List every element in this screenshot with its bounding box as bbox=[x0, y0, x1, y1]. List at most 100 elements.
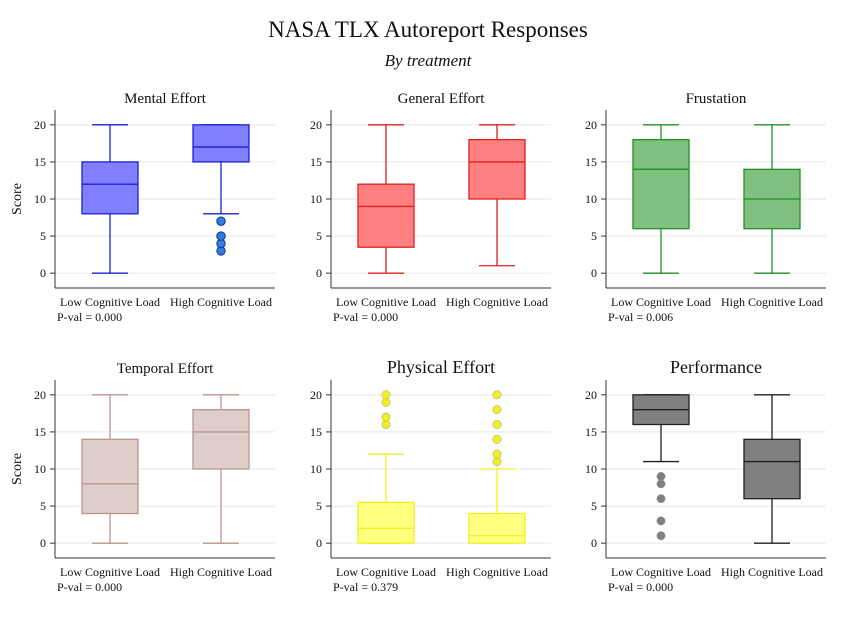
x-category-label: High Cognitive Load bbox=[170, 565, 272, 579]
outlier-point bbox=[381, 412, 391, 422]
panels: 0 5 10 15 20 Mental Effort Score Low Cognitive … bbox=[10, 91, 826, 594]
x-category-label: Low Cognitive Load bbox=[336, 565, 436, 579]
y-tick-label: 5 bbox=[591, 229, 597, 243]
box-high bbox=[468, 390, 526, 544]
y-tick-label: 0 bbox=[40, 266, 46, 280]
box-high bbox=[743, 124, 801, 274]
panel-title: Physical Effort bbox=[387, 357, 495, 377]
panel-title: Frustation bbox=[686, 91, 747, 107]
y-axis-label: Score bbox=[10, 183, 25, 215]
y-tick-label: 10 bbox=[34, 192, 46, 206]
panel-frustation: 0 5 10 15 20 Frustation Low Cognitive Load High… bbox=[585, 91, 826, 324]
p-value-label: P-val = 0.000 bbox=[57, 580, 122, 594]
y-tick-label: 15 bbox=[34, 155, 46, 169]
outlier-point bbox=[492, 405, 502, 415]
box-low bbox=[81, 124, 139, 274]
box-high bbox=[743, 394, 801, 544]
x-category-label: Low Cognitive Load bbox=[611, 565, 711, 579]
y-tick-label: 0 bbox=[316, 536, 322, 550]
x-category-label: Low Cognitive Load bbox=[611, 295, 711, 309]
outlier-point bbox=[656, 531, 666, 541]
y-tick-label: 10 bbox=[34, 462, 46, 476]
box-low bbox=[632, 124, 690, 274]
p-value-label: P-val = 0.379 bbox=[333, 580, 398, 594]
x-category-label: High Cognitive Load bbox=[721, 565, 823, 579]
y-tick-label: 10 bbox=[585, 462, 597, 476]
outlier-point bbox=[492, 449, 502, 459]
panel-general-effort: 0 5 10 15 20 General Effort Low Cognitive Load… bbox=[310, 91, 551, 324]
box-iqr bbox=[468, 139, 526, 200]
y-tick-label: 15 bbox=[585, 425, 597, 439]
x-category-label: High Cognitive Load bbox=[170, 295, 272, 309]
box-iqr bbox=[357, 501, 415, 544]
outlier-point bbox=[656, 479, 666, 489]
p-value-label: P-val = 0.000 bbox=[608, 580, 673, 594]
box-high bbox=[192, 394, 250, 544]
y-tick-label: 20 bbox=[34, 118, 46, 132]
outlier-point bbox=[656, 471, 666, 481]
x-category-label: High Cognitive Load bbox=[446, 295, 548, 309]
outlier-point bbox=[492, 457, 502, 467]
outlier-point bbox=[381, 397, 391, 407]
p-value-label: P-val = 0.000 bbox=[57, 310, 122, 324]
y-tick-label: 5 bbox=[591, 499, 597, 513]
y-tick-label: 5 bbox=[40, 229, 46, 243]
box-high bbox=[468, 124, 526, 267]
box-iqr bbox=[743, 438, 801, 500]
x-category-label: Low Cognitive Load bbox=[336, 295, 436, 309]
y-tick-label: 0 bbox=[591, 536, 597, 550]
box-iqr bbox=[468, 512, 526, 544]
outlier-point bbox=[656, 494, 666, 504]
y-tick-label: 20 bbox=[310, 388, 322, 402]
box-iqr bbox=[81, 161, 139, 215]
y-tick-label: 20 bbox=[585, 118, 597, 132]
box-iqr bbox=[632, 139, 690, 230]
y-tick-label: 10 bbox=[310, 192, 322, 206]
outlier-point bbox=[492, 434, 502, 444]
y-tick-label: 10 bbox=[585, 192, 597, 206]
box-low bbox=[357, 124, 415, 274]
panel-title: Temporal Effort bbox=[117, 361, 214, 377]
p-value-label: P-val = 0.000 bbox=[333, 310, 398, 324]
box-iqr bbox=[192, 124, 250, 163]
y-tick-label: 20 bbox=[585, 388, 597, 402]
box-low bbox=[81, 394, 139, 544]
box-iqr bbox=[192, 409, 250, 470]
outlier-point bbox=[381, 420, 391, 429]
y-tick-label: 5 bbox=[316, 229, 322, 243]
panel-physical-effort: 0 5 10 15 20 Physical Effort Low Cognitive Loa… bbox=[310, 357, 551, 594]
box-iqr bbox=[357, 183, 415, 248]
y-tick-label: 15 bbox=[585, 155, 597, 169]
outlier-point bbox=[656, 516, 666, 526]
y-tick-label: 5 bbox=[316, 499, 322, 513]
x-category-label: Low Cognitive Load bbox=[60, 565, 160, 579]
y-tick-label: 20 bbox=[34, 388, 46, 402]
x-category-label: Low Cognitive Load bbox=[60, 295, 160, 309]
y-tick-label: 0 bbox=[40, 536, 46, 550]
y-tick-label: 0 bbox=[591, 266, 597, 280]
figure-subtitle: By treatment bbox=[385, 51, 473, 70]
box-high bbox=[192, 124, 250, 256]
panel-title: Performance bbox=[670, 357, 762, 377]
outlier-point bbox=[216, 231, 226, 241]
y-tick-label: 15 bbox=[34, 425, 46, 439]
box-iqr bbox=[81, 438, 139, 515]
y-tick-label: 0 bbox=[316, 266, 322, 280]
y-tick-label: 5 bbox=[40, 499, 46, 513]
outlier-point bbox=[492, 420, 502, 429]
outlier-point bbox=[381, 390, 391, 400]
y-tick-label: 20 bbox=[310, 118, 322, 132]
outlier-point bbox=[216, 216, 226, 226]
box-low bbox=[632, 394, 690, 541]
y-tick-label: 15 bbox=[310, 155, 322, 169]
box-low bbox=[357, 390, 415, 544]
y-tick-label: 15 bbox=[310, 425, 322, 439]
panel-mental-effort: 0 5 10 15 20 Mental Effort Score Low Cognitive … bbox=[10, 91, 275, 324]
panel-performance: 0 5 10 15 20 Performance Low Cognitive Load Hig… bbox=[585, 357, 826, 594]
x-category-label: High Cognitive Load bbox=[721, 295, 823, 309]
y-tick-label: 10 bbox=[310, 462, 322, 476]
y-axis-label: Score bbox=[10, 453, 25, 485]
p-value-label: P-val = 0.006 bbox=[608, 310, 673, 324]
outlier-point bbox=[492, 390, 502, 400]
